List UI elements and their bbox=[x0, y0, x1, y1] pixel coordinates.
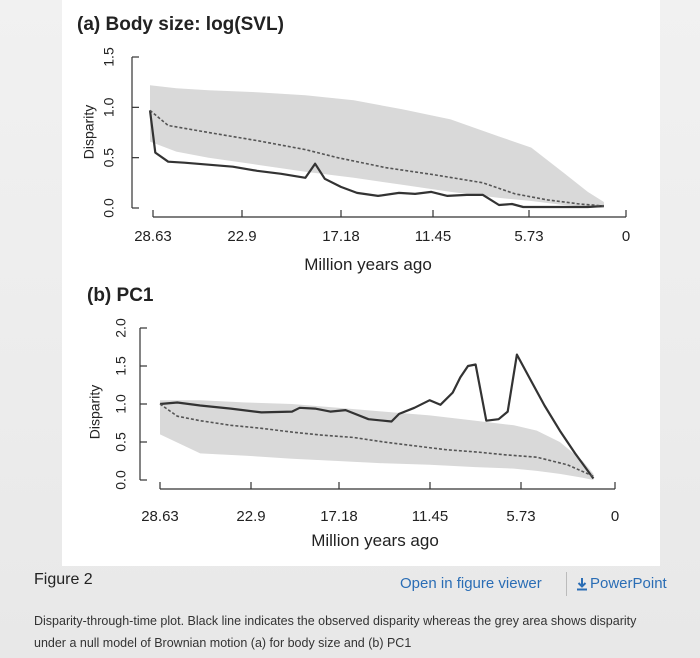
y-tick-label: 0.5 bbox=[113, 432, 129, 452]
y-axis-label: Disparity bbox=[81, 105, 97, 159]
x-tick-label: 5.73 bbox=[506, 508, 535, 525]
y-tick-label: 0.0 bbox=[101, 198, 117, 218]
y-tick-label: 1.5 bbox=[113, 356, 129, 376]
x-tick-label: 22.9 bbox=[236, 508, 265, 525]
figure-label: Figure 2 bbox=[34, 571, 93, 588]
disparity-figure: (a) Body size: log(SVL) 28.63 22.9 17.18 11.… bbox=[77, 14, 630, 550]
x-tick-label: 5.73 bbox=[514, 228, 543, 245]
y-tick-label: 0.0 bbox=[113, 470, 129, 490]
y-axis-label: Disparity bbox=[87, 385, 103, 439]
figure-caption: Disparity-through-time plot. Black line … bbox=[34, 614, 637, 650]
y-tick-label: 1.0 bbox=[101, 97, 117, 117]
panel-b: (b) PC1 28.63 22.9 17.18 11.45 5.73 0 Million y… bbox=[87, 285, 619, 550]
chart-title: (a) Body size: log(SVL) bbox=[77, 14, 284, 35]
null-band-area bbox=[150, 85, 604, 208]
panel-a: (a) Body size: log(SVL) 28.63 22.9 17.18 11.… bbox=[77, 14, 630, 274]
x-tick-label: 17.18 bbox=[320, 508, 358, 525]
powerpoint-link[interactable]: PowerPoint bbox=[576, 575, 667, 592]
y-tick-label: 2.0 bbox=[113, 318, 129, 338]
observed-disparity-line bbox=[159, 353, 595, 480]
download-icon bbox=[577, 577, 587, 590]
x-tick-label: 11.45 bbox=[412, 508, 448, 525]
y-tick-label: 1.0 bbox=[113, 394, 129, 414]
x-tick-label: 28.63 bbox=[134, 228, 172, 245]
x-tick-label: 0 bbox=[622, 228, 630, 245]
x-axis-label: Million years ago bbox=[311, 531, 439, 550]
open-in-figure-viewer-link[interactable]: Open in figure viewer bbox=[400, 575, 542, 592]
x-tick-label: 17.18 bbox=[322, 228, 360, 245]
x-axis-label: Million years ago bbox=[304, 255, 432, 274]
null-band-area bbox=[160, 400, 594, 480]
y-tick-label: 0.5 bbox=[101, 148, 117, 168]
null-mean-line bbox=[149, 109, 604, 207]
null-mean-line bbox=[159, 403, 594, 477]
x-tick-label: 0 bbox=[611, 508, 619, 525]
link-divider bbox=[566, 572, 567, 596]
observed-disparity-line bbox=[148, 110, 604, 209]
x-tick-label: 11.45 bbox=[415, 228, 451, 245]
x-tick-label: 28.63 bbox=[141, 508, 179, 525]
y-tick-label: 1.5 bbox=[101, 47, 117, 67]
chart-title: (b) PC1 bbox=[87, 285, 154, 306]
powerpoint-label: PowerPoint bbox=[590, 575, 667, 592]
x-tick-label: 22.9 bbox=[227, 228, 256, 245]
